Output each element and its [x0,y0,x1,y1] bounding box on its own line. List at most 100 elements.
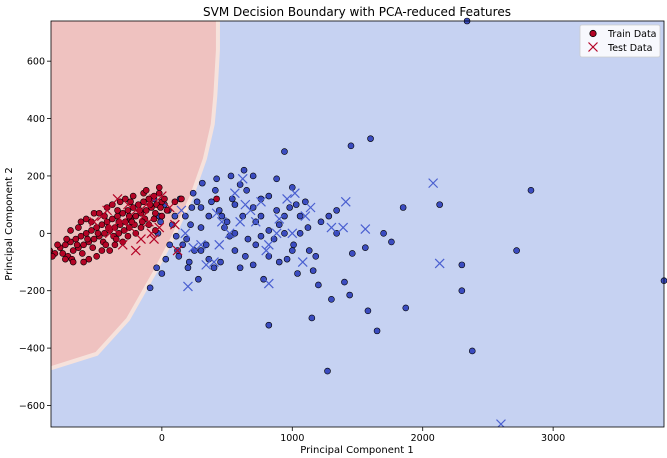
train-point-class-1 [80,241,87,249]
train-point-class-0 [198,179,206,187]
legend: Train Data Test Data [579,24,661,58]
test-point [224,228,235,239]
test-point [138,211,149,222]
y-axis-label: Principal Component 2 [4,167,15,280]
train-point-class-0 [172,232,180,240]
train-point-class-1 [125,212,133,220]
train-point-class-1 [115,218,123,226]
test-point [240,199,251,210]
y-tick-label: −600 [19,401,45,412]
train-point-class-0 [242,252,249,260]
train-point-class-1 [82,215,90,223]
train-point-class-1 [77,218,85,226]
train-point-class-0 [183,235,190,243]
test-point [149,234,159,244]
test-point [201,259,212,270]
train-point-class-0 [294,270,301,277]
train-point-class-0 [197,224,205,231]
x-tick-label: 2000 [411,433,435,444]
train-point-class-1 [84,235,91,243]
test-point [149,193,159,204]
y-tick-label: −400 [19,344,45,355]
train-point-class-0 [436,201,443,208]
test-point [326,222,337,233]
test-point [297,257,308,267]
train-point-class-1 [178,195,185,203]
legend-train-marker [589,29,597,38]
test-point [261,245,272,256]
train-point-class-0 [273,175,280,183]
plot-area [51,21,664,427]
test-point [256,196,266,207]
test-point [104,228,115,239]
test-point [216,216,227,227]
train-point-class-1 [132,212,140,220]
train-point-class-1 [85,255,93,263]
test-point [117,239,128,250]
train-point-class-0 [213,175,220,183]
train-point-class-0 [243,186,250,194]
train-point-class-0 [513,247,520,254]
train-point-class-0 [324,367,331,375]
chart-title: SVM Decision Boundary with PCA-reduced F… [203,5,511,19]
train-point-class-0 [333,207,340,214]
test-point [211,208,222,219]
train-point-class-0 [296,230,304,237]
train-point-class-0 [205,212,213,220]
test-point [229,188,240,199]
test-point [263,239,274,250]
test-point [289,188,300,199]
train-point-class-1 [152,209,159,217]
train-point-class-0 [184,264,192,272]
train-point-class-1 [98,247,106,254]
train-point-class-1 [80,258,87,266]
train-point-class-0 [153,264,160,272]
y-tick-label: 600 [27,57,45,68]
test-point [237,173,248,184]
train-point-class-1 [77,232,85,240]
train-point-class-0 [399,204,407,211]
x-axis-ticks: 0 1000 2000 3000 [159,427,565,444]
train-point-class-0 [146,284,154,292]
train-point-class-1 [88,227,95,234]
train-point-class-0 [265,192,273,200]
train-point-class-0 [244,235,252,243]
test-point [96,211,107,222]
test-point [214,239,225,250]
train-point-class-0 [208,198,215,206]
train-point-class-0 [227,172,235,180]
train-point-class-1 [158,212,166,220]
train-point-class-1 [73,241,81,249]
train-point-class-0 [402,304,410,312]
train-point-class-0 [195,275,202,283]
train-point-class-0 [348,250,356,257]
train-point-class-1 [146,201,154,208]
train-point-class-1 [69,258,77,266]
train-point-class-0 [228,195,236,203]
train-point-class-0 [346,291,353,299]
train-point-class-0 [458,287,466,295]
train-point-class-1 [51,252,56,260]
train-point-class-0 [265,321,273,329]
train-point-class-0 [347,142,355,150]
test-point [112,193,123,204]
train-point-class-1 [79,250,86,257]
train-point-class-0 [296,212,304,220]
train-point-class-0 [185,258,193,266]
test-point [107,222,118,233]
test-point [130,205,141,216]
train-point-class-0 [212,186,219,194]
train-point-class-1 [59,250,67,257]
train-point-class-1 [67,227,74,234]
train-point-class-0 [191,247,198,254]
test-point [176,205,187,216]
train-point-class-0 [290,241,297,249]
train-point-class-0 [188,204,196,211]
train-point-class-0 [182,212,189,220]
train-point-class-0 [249,172,257,180]
train-point-class-1 [62,255,69,263]
train-point-class-1 [54,241,61,249]
train-point-class-1 [128,218,136,226]
test-point [136,234,146,244]
